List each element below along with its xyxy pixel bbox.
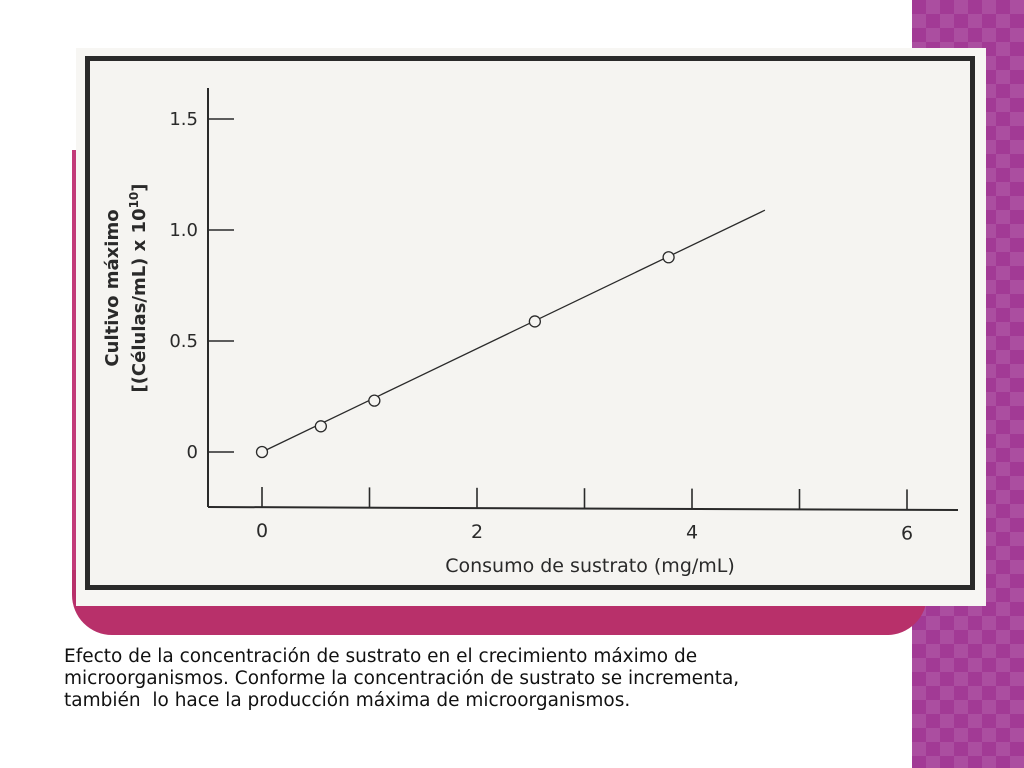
y-tick-label: 0.5: [169, 331, 198, 352]
chart-tick-labels: 0 0.5 1.0 1.5 0 2 4 6: [169, 109, 913, 544]
chart-series: [255, 209, 766, 459]
caption-line-3: también lo hace la producción máxima de …: [64, 690, 631, 711]
x-axis-line: [207, 506, 959, 511]
data-point: [314, 420, 328, 433]
data-point: [255, 445, 269, 459]
y-tick-label: 1.5: [169, 109, 198, 130]
chart-ticks: [208, 118, 908, 510]
caption-line-1: Efecto de la concentración de sustrato e…: [64, 646, 698, 667]
x-tick-label: 6: [901, 522, 913, 544]
trend-line: [261, 209, 766, 453]
chart-axes: [207, 88, 959, 511]
data-point: [368, 394, 381, 407]
slide-caption: Efecto de la concentración de sustrato e…: [64, 646, 904, 712]
x-tick-label: 4: [686, 522, 698, 544]
x-axis-label: Consumo de sustrato (mg/mL): [445, 555, 735, 577]
data-point: [528, 315, 541, 328]
y-axis-label-line1: Cultivo máximo: [102, 209, 123, 366]
y-tick-label: 0: [187, 442, 198, 463]
y-axis-label: Cultivo máximo [(Células/mL) x 1010]: [102, 183, 150, 392]
x-tick-label: 0: [256, 520, 268, 542]
caption-line-2: microorganismos. Conforme la concentraci…: [64, 668, 740, 689]
y-tick-label: 1.0: [169, 220, 198, 241]
y-axis-label-line2: [(Células/mL) x 1010]: [127, 183, 150, 392]
x-tick-label: 2: [471, 521, 483, 543]
data-point: [662, 251, 675, 264]
